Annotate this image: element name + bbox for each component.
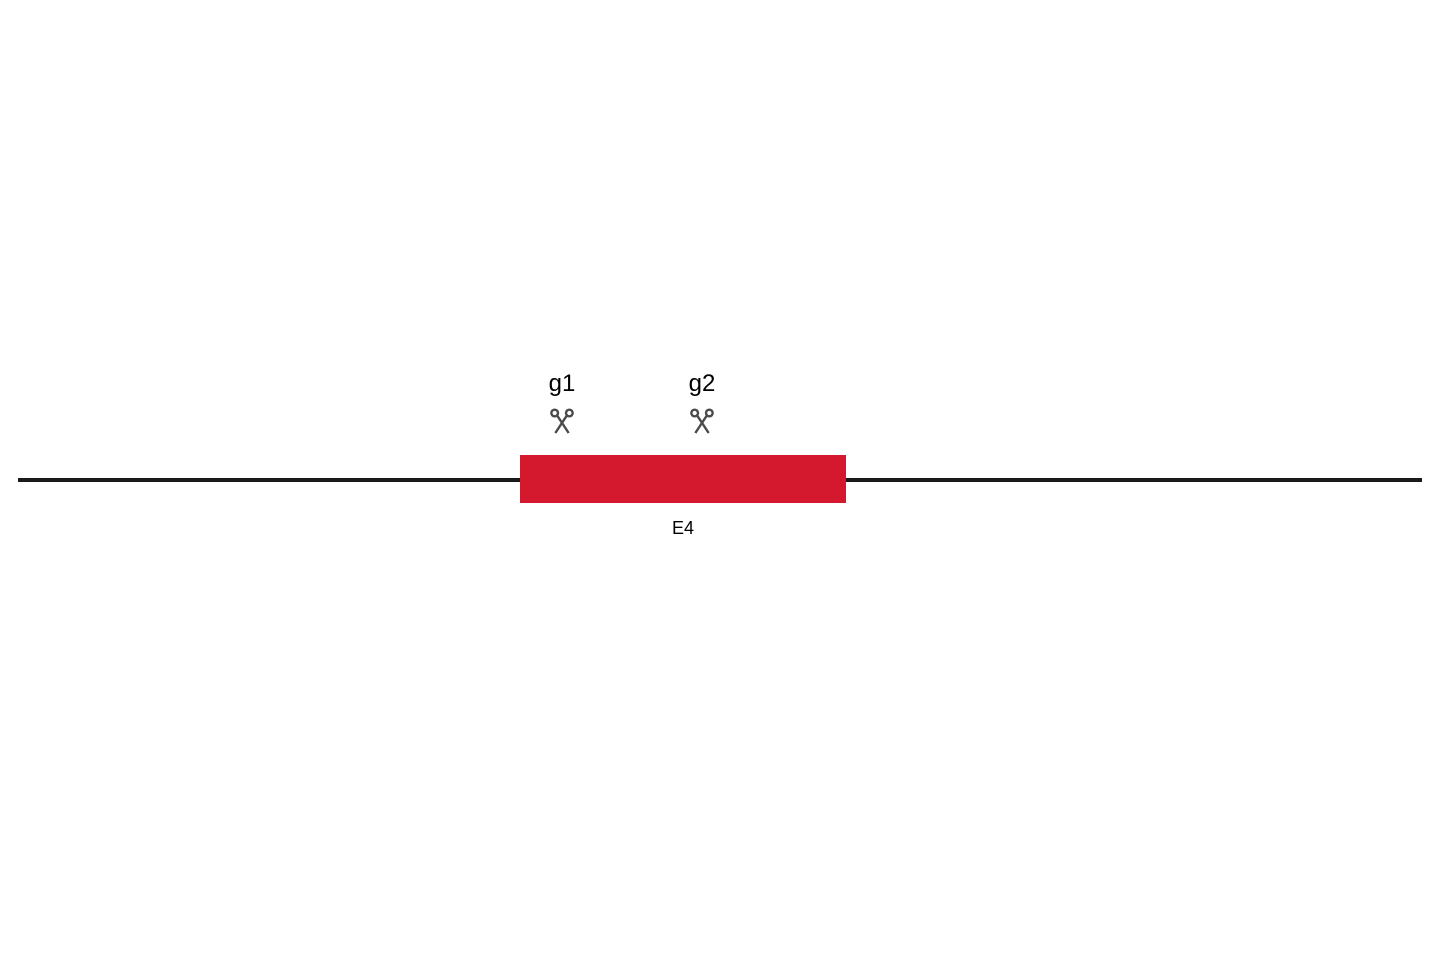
exon-label: E4 bbox=[672, 518, 694, 539]
gene-diagram: E4 g1 g2 bbox=[0, 0, 1440, 960]
scissors-icon bbox=[686, 405, 718, 437]
gene-line-left bbox=[18, 478, 520, 482]
exon-box bbox=[520, 455, 846, 503]
gene-line-right bbox=[846, 478, 1422, 482]
guide-label-g1: g1 bbox=[549, 370, 576, 398]
guide-label-g2: g2 bbox=[689, 370, 716, 398]
scissors-icon bbox=[546, 405, 578, 437]
